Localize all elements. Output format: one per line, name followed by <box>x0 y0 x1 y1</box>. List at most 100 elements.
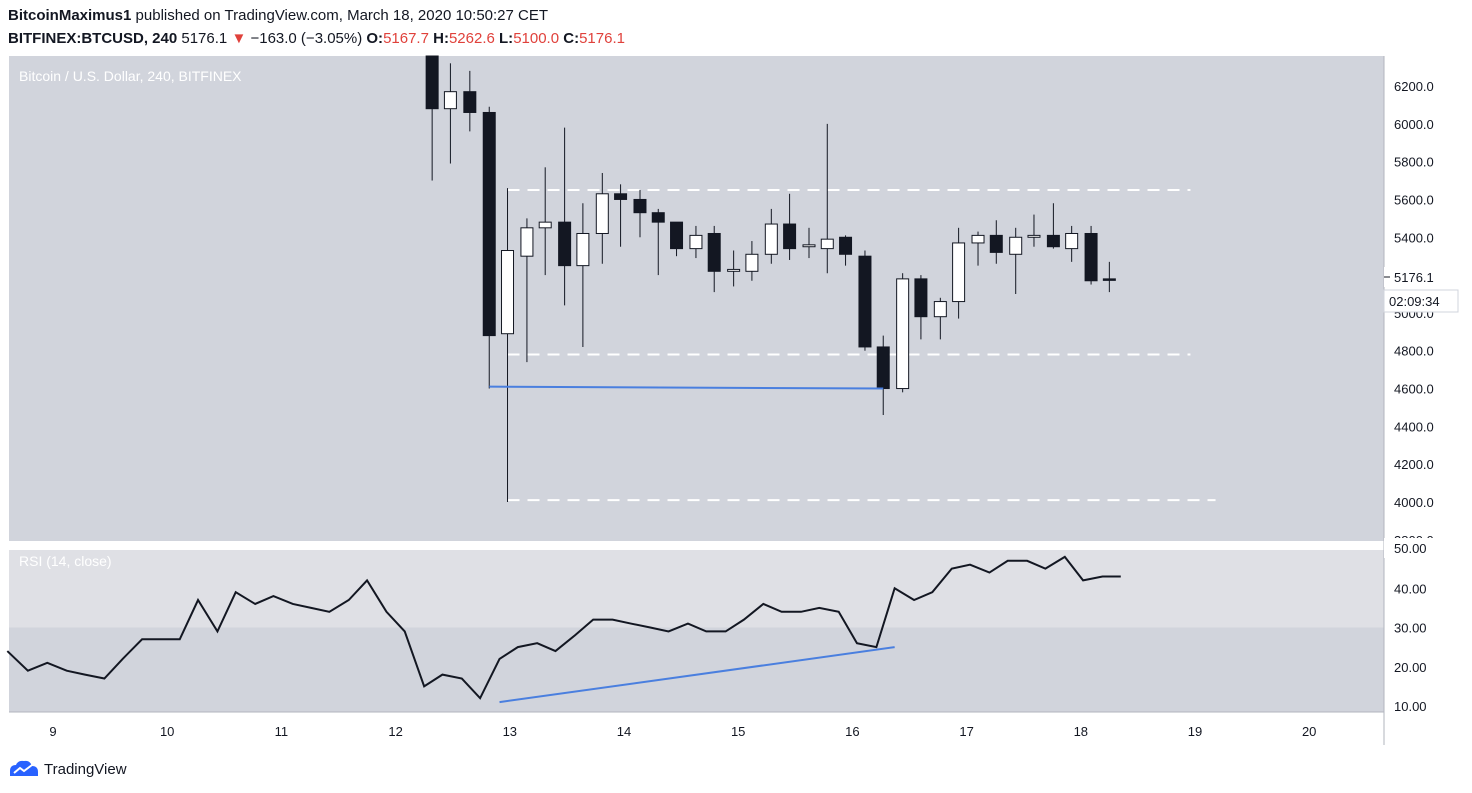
price-pane[interactable] <box>9 56 1384 541</box>
rsi-band <box>9 549 1384 628</box>
time-tick-label: 18 <box>1074 724 1088 739</box>
candle[interactable] <box>745 241 759 281</box>
countdown-tag: 02:09:34 <box>1383 289 1459 313</box>
pane-divider[interactable] <box>9 545 1384 550</box>
candle[interactable] <box>576 203 590 347</box>
author-name[interactable]: BitcoinMaximus1 <box>8 7 132 24</box>
candle-body-up <box>501 250 515 335</box>
candle-body-up <box>538 221 552 229</box>
candle[interactable] <box>670 221 684 257</box>
candle[interactable] <box>1065 225 1079 262</box>
candle[interactable] <box>971 231 985 266</box>
time-tick-label: 12 <box>388 724 402 739</box>
rsi-current-tag: 50.00 <box>1384 538 1444 558</box>
candle[interactable] <box>727 250 741 287</box>
price-tick-label: 5400.0 <box>1394 230 1434 245</box>
candle-body-up <box>576 232 590 267</box>
ohlc-line: BITFINEX:BTCUSD, 240 5176.1 ▼ −163.0 (−3… <box>8 30 625 47</box>
time-tick-label: 19 <box>1188 724 1202 739</box>
footer-brand[interactable]: TradingView <box>8 759 127 779</box>
price-tick-label: 5800.0 <box>1394 155 1434 170</box>
candle-body-up <box>933 301 947 318</box>
price-tick-label: 4200.0 <box>1394 457 1434 472</box>
price-tick-label: 4800.0 <box>1394 344 1434 359</box>
candle[interactable] <box>463 70 477 132</box>
candle-body-up <box>952 242 966 303</box>
candle[interactable] <box>482 106 496 389</box>
time-tick-label: 11 <box>275 724 289 739</box>
time-tick-label: 16 <box>845 724 859 739</box>
price-trendline[interactable] <box>489 385 884 390</box>
down-arrow-icon: ▼ <box>231 30 247 47</box>
candle[interactable] <box>651 208 665 276</box>
candle[interactable] <box>501 188 515 502</box>
candle[interactable] <box>876 335 890 416</box>
candle[interactable] <box>952 227 966 319</box>
time-tick-label: 13 <box>503 724 517 739</box>
candle-body-down <box>558 221 572 267</box>
candle[interactable] <box>614 184 628 247</box>
candle[interactable] <box>538 167 552 276</box>
candle[interactable] <box>707 225 721 293</box>
rsi-label: RSI (14, close) <box>19 553 112 569</box>
candle-body-down <box>482 111 496 337</box>
rsi-current-label: 50.00 <box>1394 541 1427 556</box>
time-tick-label: 15 <box>731 724 745 739</box>
candle[interactable] <box>689 225 703 259</box>
candle[interactable] <box>1046 203 1060 249</box>
last-price-tag: 5176.1 <box>1384 267 1444 287</box>
candle-body-up <box>520 227 534 257</box>
candle[interactable] <box>933 297 947 340</box>
rsi-trendline[interactable] <box>499 646 895 704</box>
rsi-line[interactable] <box>6 555 1121 700</box>
footer-brand-text: TradingView <box>44 760 127 778</box>
candle-body-up <box>1027 234 1041 238</box>
price-tick-label: 6200.0 <box>1394 79 1434 94</box>
candle[interactable] <box>425 55 439 181</box>
candle[interactable] <box>989 220 1003 264</box>
candle-body-down <box>1102 278 1116 281</box>
price-tick-label: 4400.0 <box>1394 419 1434 434</box>
candle-body-up <box>745 253 759 272</box>
candle[interactable] <box>839 235 853 266</box>
candle[interactable] <box>595 172 609 264</box>
price-change: −163.0 (−3.05%) <box>250 30 363 47</box>
candle-body-down <box>876 346 890 390</box>
candle-body-down <box>633 198 647 214</box>
last-price-label: 5176.1 <box>1394 270 1434 285</box>
candle[interactable] <box>1009 227 1023 294</box>
candle-body-down <box>839 236 853 255</box>
candle[interactable] <box>858 250 872 351</box>
low-value: 5100.0 <box>513 30 560 47</box>
candle[interactable] <box>896 273 910 393</box>
candle[interactable] <box>520 218 534 363</box>
published-text: published on TradingView.com, March 18, … <box>135 7 549 24</box>
price-tick-label: 4600.0 <box>1394 382 1434 397</box>
candle-body-down <box>651 212 665 223</box>
candle-body-up <box>689 234 703 250</box>
candle[interactable] <box>443 63 457 164</box>
candle[interactable] <box>1084 225 1098 285</box>
candle[interactable] <box>783 193 797 260</box>
candle-body-up <box>727 268 741 272</box>
candle-body-down <box>783 223 797 250</box>
candle[interactable] <box>820 123 834 274</box>
candle-body-up <box>1065 232 1079 250</box>
symbol-label: BITFINEX:BTCUSD, 240 <box>8 30 178 47</box>
candle[interactable] <box>1027 214 1041 247</box>
candle-body-down <box>707 232 721 272</box>
rsi-tick-label: 20.00 <box>1394 660 1427 675</box>
candle[interactable] <box>764 208 778 264</box>
candle[interactable] <box>558 127 572 306</box>
candle-body-down <box>1084 232 1098 282</box>
candle-body-down <box>914 278 928 318</box>
price-tick-label: 4000.0 <box>1394 495 1434 510</box>
candle[interactable] <box>802 227 816 259</box>
candle[interactable] <box>914 275 928 340</box>
time-tick-label: 9 <box>49 724 56 739</box>
price-tick-label: 6000.0 <box>1394 117 1434 132</box>
candle[interactable] <box>633 190 647 238</box>
candle[interactable] <box>1102 261 1116 293</box>
candle-body-up <box>1009 236 1023 255</box>
